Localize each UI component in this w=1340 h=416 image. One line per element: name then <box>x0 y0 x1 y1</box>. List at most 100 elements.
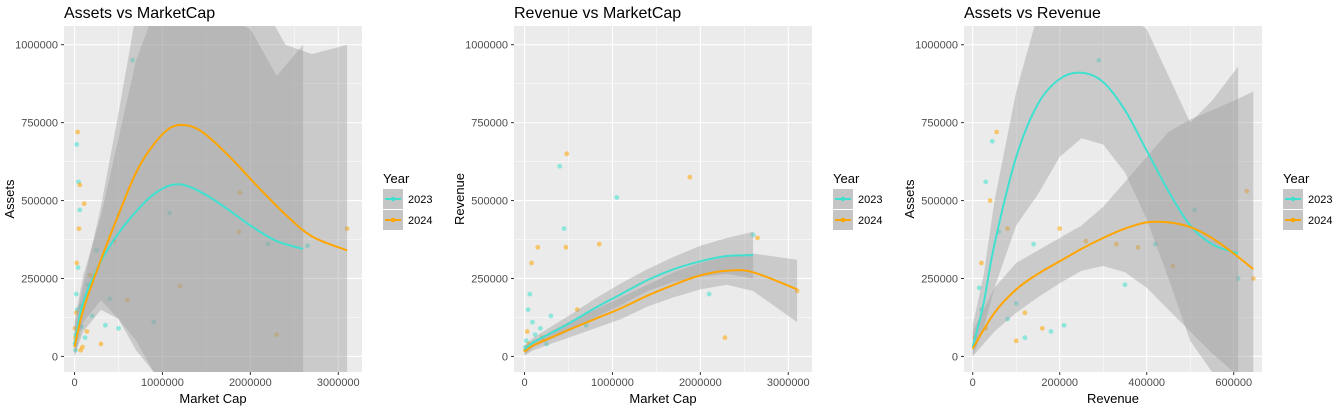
x-tick-label: 600000 <box>1215 377 1252 389</box>
data-point-2023 <box>79 324 84 330</box>
data-point-2024 <box>1170 263 1176 269</box>
data-point-2023 <box>530 319 535 325</box>
legend-key-point <box>390 196 396 202</box>
data-point-2023 <box>557 163 563 169</box>
data-point-2023 <box>1005 316 1010 322</box>
y-tick-label: 250000 <box>21 273 58 285</box>
data-point-2023 <box>305 243 310 249</box>
plot-area <box>72 26 350 372</box>
data-point-2024 <box>344 226 350 232</box>
legend-label: 2023 <box>1308 194 1332 206</box>
data-point-2024 <box>1135 244 1141 250</box>
data-point-2023 <box>107 296 113 302</box>
x-tick-label: 400000 <box>1128 377 1165 389</box>
data-point-2024 <box>1039 325 1045 331</box>
y-tick-label: 500000 <box>471 196 508 208</box>
legend-label: 2023 <box>408 194 432 206</box>
data-point-2023 <box>1013 301 1019 306</box>
chart-panel: 0 1000000 2000000 3000000 0 250000 500000 75000… <box>2 5 432 406</box>
data-point-2024 <box>1244 188 1250 194</box>
data-point-2024 <box>98 341 104 347</box>
confidence-band-2024 <box>524 253 798 356</box>
x-tick-label: 3000000 <box>767 377 810 389</box>
plot-area <box>971 26 1256 372</box>
y-tick-label: 750000 <box>921 118 958 130</box>
data-point-2024 <box>994 129 1000 135</box>
data-point-2023 <box>1022 335 1028 341</box>
data-point-2023 <box>544 341 549 347</box>
legend-label: 2023 <box>858 194 882 206</box>
data-point-2024 <box>81 201 87 207</box>
data-point-2023 <box>75 265 81 270</box>
data-point-2023 <box>73 291 79 297</box>
y-tick-label: 750000 <box>21 118 58 130</box>
x-tick-label: 0 <box>521 377 527 389</box>
data-point-2024 <box>535 244 541 250</box>
legend-title: Year <box>1283 171 1310 186</box>
data-point-2024 <box>1013 338 1019 344</box>
data-point-2024 <box>574 307 580 313</box>
y-tick-label: 1000000 <box>15 40 58 52</box>
x-tick-label: 1000000 <box>591 377 634 389</box>
y-tick-label: 250000 <box>921 273 958 285</box>
x-tick-label: 2000000 <box>679 377 722 389</box>
data-point-2024 <box>74 260 80 266</box>
data-point-2023 <box>73 347 78 353</box>
data-point-2024 <box>1250 276 1256 281</box>
data-point-2023 <box>265 241 271 247</box>
data-point-2024 <box>78 347 84 353</box>
y-tick-label: 0 <box>952 351 958 363</box>
x-tick-label: 0 <box>970 377 976 389</box>
data-point-2024 <box>1005 226 1010 232</box>
data-point-2023 <box>1153 241 1158 247</box>
data-point-2024 <box>687 174 693 180</box>
data-point-2023 <box>525 307 531 313</box>
data-point-2023 <box>116 325 121 331</box>
legend-label: 2024 <box>858 215 882 227</box>
chart-title: Assets vs Revenue <box>964 5 1101 22</box>
data-point-2023 <box>1048 329 1054 334</box>
data-point-2024 <box>722 335 728 341</box>
data-point-2023 <box>1096 57 1102 63</box>
data-point-2023 <box>1192 207 1197 213</box>
x-tick-label: 0 <box>71 377 77 389</box>
smooth-line-2023 <box>971 71 1239 348</box>
data-point-2024 <box>236 229 242 235</box>
legend-key-point <box>1290 196 1296 202</box>
data-point-2024 <box>596 241 602 247</box>
data-point-2024 <box>76 226 82 232</box>
data-point-2023 <box>561 226 567 232</box>
data-point-2023 <box>94 248 99 253</box>
chart-panel: 0 200000 400000 600000 0 250000 500000 750000 10… <box>902 5 1332 406</box>
data-point-2024 <box>84 329 90 334</box>
data-point-2023 <box>527 291 533 297</box>
legend-key-point <box>390 217 396 223</box>
x-axis-label: Revenue <box>1087 391 1139 406</box>
chart-panel: 0 1000000 2000000 3000000 0 250000 500000 75000… <box>452 5 882 406</box>
x-tick-label: 3000000 <box>317 377 360 389</box>
data-point-2023 <box>1061 322 1067 328</box>
y-axis-label: Assets <box>902 179 917 219</box>
smooth-line-2024 <box>73 123 348 348</box>
data-point-2024 <box>564 151 570 157</box>
chart-title: Assets vs MarketCap <box>64 5 215 22</box>
y-axis-label: Revenue <box>452 173 467 225</box>
y-tick-label: 1000000 <box>465 40 508 52</box>
data-point-2023 <box>102 322 108 328</box>
x-tick-label: 2000000 <box>229 377 272 389</box>
legend: Year 2023 2024 <box>1283 171 1332 230</box>
confidence-band-2023 <box>74 26 304 372</box>
data-point-2024 <box>274 332 280 337</box>
data-point-2024 <box>1083 238 1089 244</box>
data-point-2023 <box>77 207 83 213</box>
y-tick-label: 0 <box>52 351 58 363</box>
legend-title: Year <box>833 171 860 186</box>
data-point-2023 <box>82 335 88 341</box>
legend-key-point <box>840 196 846 202</box>
data-point-2023 <box>1031 241 1037 247</box>
x-axis-label: Market Cap <box>629 391 696 406</box>
data-point-2024 <box>1057 226 1063 232</box>
data-point-2024 <box>87 272 93 278</box>
